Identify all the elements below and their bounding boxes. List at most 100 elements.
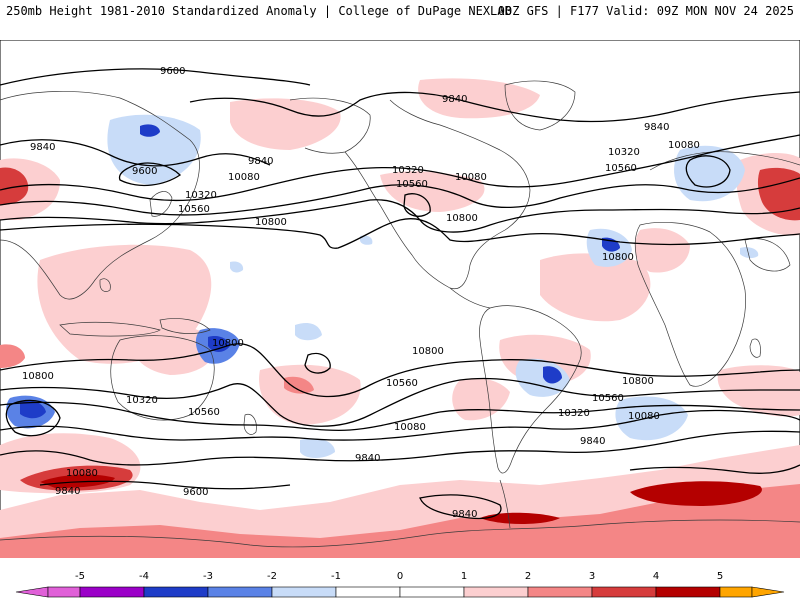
contour-pac-closed xyxy=(304,352,331,374)
arctic-positive xyxy=(418,78,540,119)
coast-madagascar xyxy=(749,338,761,358)
height-contours xyxy=(0,68,800,520)
contour-10080-south xyxy=(0,409,800,441)
contour-label: 10800 xyxy=(446,213,478,224)
map-title: 250mb Height 1981-2010 Standardized Anom… xyxy=(6,4,512,18)
coast-indonesia xyxy=(59,321,161,337)
pac-tropical-negative-2 xyxy=(295,323,322,341)
sa-negative xyxy=(515,358,570,397)
contour-label: 10080 xyxy=(628,411,660,422)
contour-label: 10560 xyxy=(188,407,220,418)
contour-label: 9600 xyxy=(183,487,208,498)
contour-9840-north-1 xyxy=(0,139,271,167)
contour-label: 9840 xyxy=(580,436,605,447)
contour-9600-polar xyxy=(118,162,182,187)
contour-label: 10800 xyxy=(622,376,654,387)
small-negative-2 xyxy=(740,247,759,259)
colorbar-segment xyxy=(463,586,529,598)
left-edge-positive xyxy=(0,344,25,368)
contour-label: 10800 xyxy=(412,346,444,357)
contour-9840-se xyxy=(629,464,800,474)
small-negative-3 xyxy=(360,235,373,245)
coast-new-zealand xyxy=(243,414,257,435)
contour-9840-north-2 xyxy=(189,91,800,123)
colorbar-tick: 0 xyxy=(397,571,403,582)
colorbar-tick: 4 xyxy=(653,571,659,582)
coastlines xyxy=(0,80,800,548)
contour-10800-tropics xyxy=(0,218,800,249)
colorbar-segment xyxy=(527,586,593,598)
contour-label: 10560 xyxy=(386,378,418,389)
colorbar-tick: 3 xyxy=(589,571,595,582)
australia-positive xyxy=(129,324,216,375)
colorbar-tick: -3 xyxy=(203,571,213,582)
contour-label: 10080 xyxy=(228,172,260,183)
contour-sw-closed xyxy=(5,399,61,437)
contour-label: 10560 xyxy=(592,393,624,404)
pac-tropical-core xyxy=(208,336,230,352)
colorbar-segment xyxy=(143,586,209,598)
n-pacific-negative-2 xyxy=(140,124,160,137)
colorbar-segment xyxy=(655,586,721,598)
contour-label: 10800 xyxy=(602,252,634,263)
colorbar-tick: 1 xyxy=(461,571,467,582)
contour-label: 9840 xyxy=(55,486,80,497)
colorbar-tick: -5 xyxy=(75,571,85,582)
colorbar-tick: 5 xyxy=(717,571,723,582)
contour-9600-north xyxy=(0,68,311,86)
contour-label: 9840 xyxy=(30,142,55,153)
colorbar-segment xyxy=(271,586,337,598)
sa-negative-core xyxy=(543,366,562,384)
contour-9600-south xyxy=(39,480,291,490)
small-negative-1 xyxy=(230,261,244,273)
southern-core-belt-2 xyxy=(480,512,560,524)
far-se-positive xyxy=(717,365,800,417)
colorbar-segment xyxy=(335,586,401,598)
south-pacific-strong xyxy=(284,376,314,394)
coast-east-asia xyxy=(0,91,200,300)
coast-south-america xyxy=(479,305,582,474)
contour-label: 9840 xyxy=(248,156,273,167)
contour-9840-antarctic xyxy=(419,494,502,520)
contour-label: 10560 xyxy=(178,204,210,215)
atlantic-positive xyxy=(540,253,651,322)
contour-label: 9840 xyxy=(442,94,467,105)
contour-label: 9840 xyxy=(452,509,477,520)
anomaly-map: 9600 9840 9600 9840 10080 10320 10560 10… xyxy=(0,40,800,558)
north-pacific-positive xyxy=(230,98,341,150)
contour-label: 10800 xyxy=(255,217,287,228)
colorbar-tick: -1 xyxy=(331,571,341,582)
contour-label: 10320 xyxy=(558,408,590,419)
contour-label: 10320 xyxy=(392,165,424,176)
model-run-info: 00Z GFS | F177 Valid: 09Z MON NOV 24 202… xyxy=(497,4,794,18)
contour-10800-south xyxy=(0,343,800,398)
contour-10320-south xyxy=(0,401,800,431)
contour-label: 10560 xyxy=(396,179,428,190)
coast-europe xyxy=(649,151,800,171)
contour-label: 10800 xyxy=(22,371,54,382)
coast-greenland xyxy=(504,80,576,131)
contour-label: 10080 xyxy=(455,172,487,183)
coast-central-america xyxy=(449,287,491,309)
coast-australia xyxy=(110,335,215,421)
colorbar-arrow-right xyxy=(751,586,785,598)
coast-africa xyxy=(634,222,746,387)
africa-positive xyxy=(634,228,690,273)
contour-label: 9840 xyxy=(355,453,380,464)
contour-10560-south xyxy=(0,377,800,427)
contour-10080-north xyxy=(0,134,800,202)
contour-10320-north xyxy=(0,177,800,216)
contour-label: 10320 xyxy=(126,395,158,406)
colorbar-arrow-left xyxy=(15,586,49,598)
sw-negative-core xyxy=(20,400,46,419)
coast-antarctic-peninsula xyxy=(499,479,511,529)
coast-philippines xyxy=(99,278,111,292)
ant-negative xyxy=(300,438,335,458)
contour-label: 9840 xyxy=(644,122,669,133)
colorbar-segment xyxy=(79,586,145,598)
contour-9840-south xyxy=(0,430,800,466)
contour-labels: 9600 9840 9600 9840 10080 10320 10560 10… xyxy=(22,66,700,520)
contour-eu-closed xyxy=(685,155,731,188)
colorbar-tick: -4 xyxy=(139,571,149,582)
colorbar-tick: 2 xyxy=(525,571,531,582)
